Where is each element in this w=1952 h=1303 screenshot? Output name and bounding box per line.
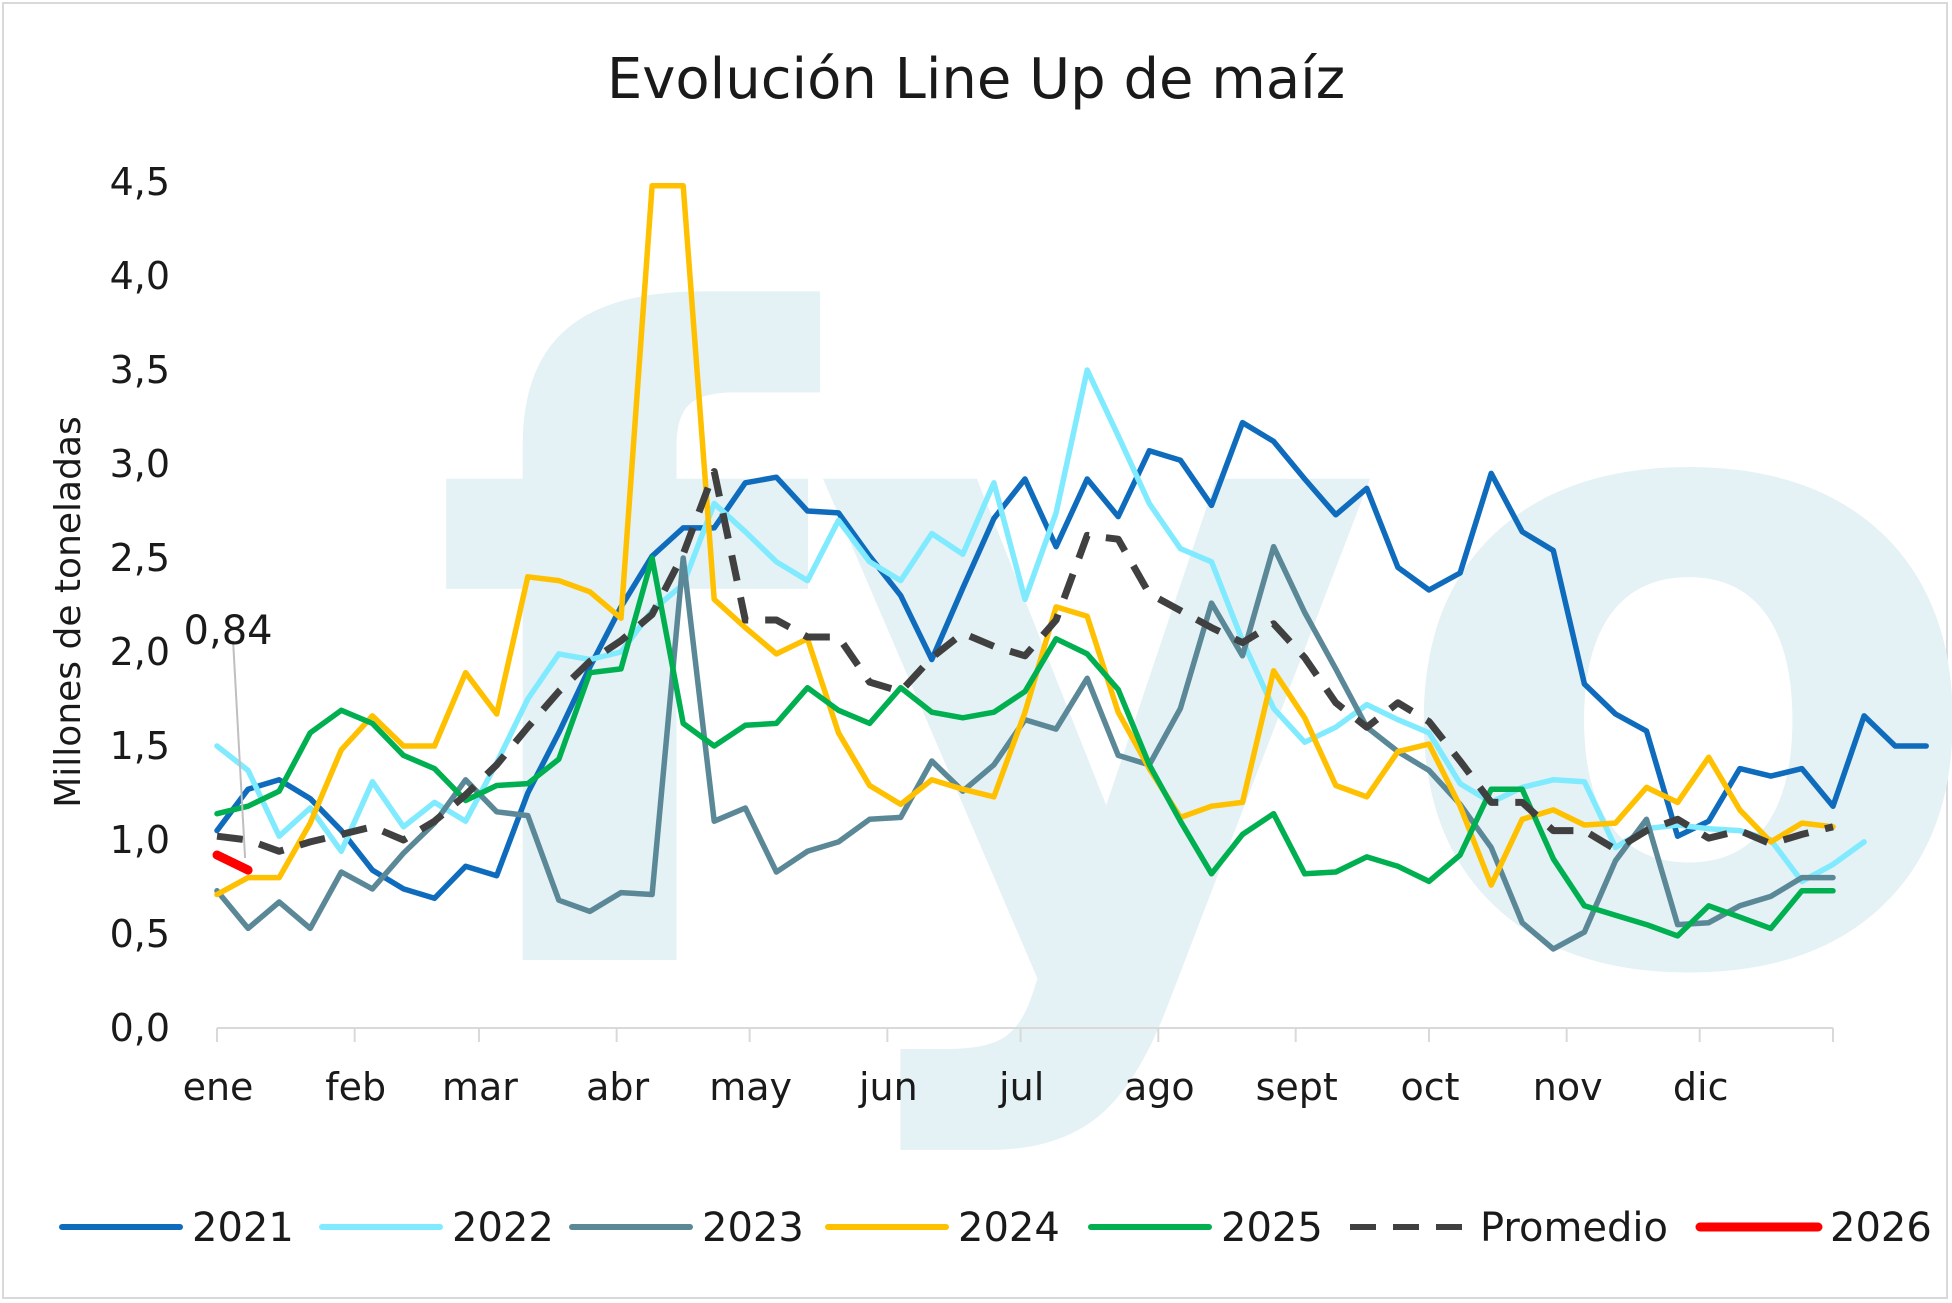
legend-label-promedio: Promedio bbox=[1480, 1205, 1668, 1251]
y-tick-label: 4,0 bbox=[110, 254, 170, 298]
x-tick-label: nov bbox=[1533, 1065, 1603, 1109]
series-layer bbox=[212, 183, 1929, 952]
y-tick-label: 1,5 bbox=[110, 724, 170, 768]
series-line-promedio bbox=[216, 468, 1834, 855]
x-tick-label: sept bbox=[1256, 1065, 1338, 1109]
series-line-2021 bbox=[214, 419, 1929, 902]
callout-leader-line bbox=[232, 640, 247, 859]
legend-label-2023: 2023 bbox=[702, 1205, 804, 1251]
x-tick-label: jun bbox=[858, 1065, 918, 1109]
x-tick-label: abr bbox=[586, 1065, 649, 1109]
y-tick-label: 3,0 bbox=[110, 442, 170, 486]
series-line-2024 bbox=[214, 183, 1836, 898]
y-tick-label: 1,0 bbox=[110, 818, 170, 862]
y-axis: 0,0 0,5 1,0 1,5 2,0 2,5 3,0 3,5 4,0 4,5 bbox=[110, 160, 170, 1050]
legend-label-2021: 2021 bbox=[192, 1205, 294, 1251]
x-tick-label: ene bbox=[183, 1065, 254, 1109]
series-line-2025 bbox=[214, 555, 1836, 939]
watermark-text: fyo bbox=[429, 143, 1952, 1168]
x-axis: ene feb mar abr may jun jul ago sept oct nov dic bbox=[183, 1027, 1834, 1109]
y-tick-label: 3,5 bbox=[110, 348, 170, 392]
series-line-2026 bbox=[212, 850, 253, 875]
callout: 0,84 bbox=[184, 608, 273, 859]
chart-title: Evolución Line Up de maíz bbox=[607, 47, 1345, 112]
callout-label: 0,84 bbox=[184, 608, 273, 654]
y-tick-label: 4,5 bbox=[110, 160, 170, 204]
x-tick-label: dic bbox=[1673, 1065, 1729, 1109]
x-tick-label: may bbox=[709, 1065, 792, 1109]
legend-label-2026: 2026 bbox=[1830, 1205, 1932, 1251]
x-tick-label: mar bbox=[442, 1065, 518, 1109]
y-tick-label: 0,5 bbox=[110, 912, 170, 956]
legend-label-2024: 2024 bbox=[958, 1205, 1060, 1251]
legend: 2021 2022 2023 2024 2025 Promedio 2026 bbox=[59, 1205, 1932, 1251]
y-tick-label: 0,0 bbox=[110, 1006, 170, 1050]
x-tick-label: oct bbox=[1400, 1065, 1459, 1109]
x-tick-label: jul bbox=[998, 1065, 1044, 1109]
y-tick-label: 2,5 bbox=[110, 536, 170, 580]
legend-label-2025: 2025 bbox=[1221, 1205, 1323, 1251]
y-axis-label: Millones de toneladas bbox=[48, 416, 89, 808]
x-tick-label: ago bbox=[1124, 1065, 1195, 1109]
legend-label-2022: 2022 bbox=[452, 1205, 554, 1251]
x-tick-label: feb bbox=[325, 1065, 386, 1109]
y-tick-label: 2,0 bbox=[110, 630, 170, 674]
